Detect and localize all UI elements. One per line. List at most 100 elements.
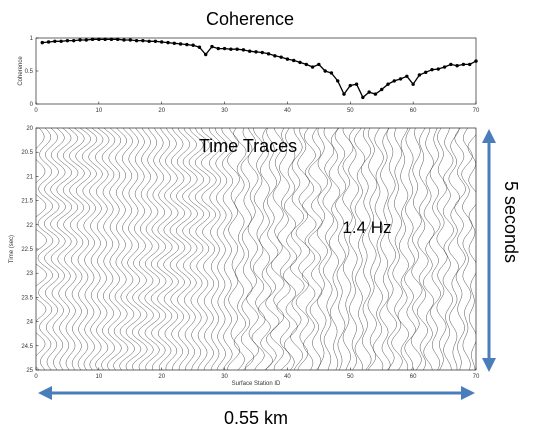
trace-line — [334, 128, 347, 370]
coherence-point — [342, 92, 346, 96]
trace-line — [270, 128, 285, 370]
trace-line — [379, 128, 391, 370]
trace-line — [322, 128, 335, 370]
coherence-point — [141, 38, 145, 43]
trace-line — [276, 128, 291, 370]
coherence-point — [210, 44, 214, 49]
trace-line — [101, 128, 116, 370]
trace-line — [157, 128, 173, 370]
coherence-y-axis-label: Coherence — [18, 56, 24, 86]
coherence-point — [166, 40, 170, 45]
coherence-point — [304, 62, 308, 67]
coherence-point — [84, 38, 88, 42]
trace-line — [410, 128, 423, 370]
traces-x-tick-label: 40 — [284, 374, 291, 380]
coherence-point — [468, 62, 472, 67]
trace-line — [209, 128, 222, 370]
coherence-point — [317, 62, 321, 67]
coherence-point — [90, 37, 95, 42]
trace-line — [360, 128, 372, 370]
frequency-label: 1.4 Hz — [342, 218, 391, 237]
trace-line — [176, 128, 192, 370]
coherence-point — [72, 38, 76, 43]
coherence-point — [336, 79, 340, 83]
trace-line — [50, 128, 66, 370]
trace-line — [56, 128, 72, 370]
trace-line — [169, 128, 186, 370]
coherence-x-tick-label: 40 — [284, 108, 291, 114]
coherence-point — [134, 38, 139, 43]
trace-line — [265, 128, 280, 370]
time-traces-panel: 0 10 20 30 40 50 60 70 20 20.5 21 21.5 22 22.5 23 23.5 2… — [9, 126, 480, 387]
trace-line — [429, 128, 441, 370]
trace-line — [138, 128, 154, 370]
coherence-point — [411, 82, 415, 86]
coherence-point — [128, 38, 132, 42]
traces-x-tick-label: 70 — [473, 374, 480, 380]
coherence-x-tick-label: 70 — [473, 108, 480, 114]
time-span-arrow-head-bottom — [482, 358, 496, 372]
trace-line — [62, 128, 79, 370]
trace-line — [372, 128, 384, 370]
coherence-point — [424, 70, 428, 75]
coherence-point — [116, 37, 120, 42]
coherence-point — [241, 48, 246, 52]
coherence-point — [59, 39, 63, 43]
trace-line — [233, 128, 247, 370]
coherence-point — [417, 73, 422, 77]
coherence-y-tick-label: 1 — [30, 36, 34, 42]
coherence-point — [367, 90, 371, 94]
traces-group — [36, 128, 476, 370]
coherence-point — [361, 95, 365, 100]
trace-line — [467, 134, 476, 370]
coherence-point — [172, 41, 176, 45]
coherence-point — [78, 38, 82, 42]
coherence-y-tick-label: 0 — [30, 102, 34, 108]
coherence-point — [97, 37, 101, 42]
coherence-point — [248, 49, 252, 53]
trace-line — [194, 128, 211, 370]
trace-line — [75, 128, 91, 370]
trace-line — [251, 128, 266, 370]
trace-line — [367, 128, 378, 370]
scale-arrows — [38, 129, 496, 400]
trace-line — [342, 128, 354, 370]
trace-line — [295, 128, 311, 370]
trace-line — [182, 128, 198, 370]
coherence-point — [260, 50, 264, 55]
coherence-point — [103, 37, 107, 42]
traces-y-tick-label: 22 — [26, 223, 33, 229]
trace-line — [404, 128, 416, 370]
coherence-plot-frame — [35, 37, 477, 105]
coherence-point — [229, 47, 233, 51]
coherence-point — [65, 38, 70, 43]
trace-line — [290, 128, 305, 370]
coherence-point — [147, 39, 151, 43]
traces-y-tick-label: 23 — [26, 271, 33, 277]
trace-line — [386, 128, 397, 370]
coherence-x-tick-label: 20 — [158, 108, 165, 114]
coherence-point — [197, 45, 202, 49]
traces-title: Time Traces — [199, 136, 297, 156]
traces-y-tick-label: 24 — [26, 320, 33, 326]
coherence-point — [160, 40, 164, 44]
coherence-y-tick-label: 0.5 — [25, 69, 34, 75]
distance-arrow-head-left — [38, 386, 52, 400]
coherence-point — [191, 43, 195, 47]
trace-line — [422, 128, 435, 370]
trace-line — [150, 128, 167, 370]
trace-line — [144, 128, 160, 370]
coherence-line — [42, 38, 477, 99]
traces-y-tick-label: 20 — [26, 126, 33, 132]
coherence-x-tick-label: 60 — [410, 108, 417, 114]
trace-line — [308, 128, 323, 370]
trace-line — [188, 128, 204, 370]
traces-x-tick-label: 60 — [410, 374, 417, 380]
time-span-label: 5 seconds — [501, 181, 521, 263]
traces-x-tick-label: 50 — [347, 374, 354, 380]
trace-line — [95, 128, 110, 370]
traces-plot-frame — [35, 127, 477, 371]
trace-line — [283, 128, 298, 370]
trace-line — [328, 128, 341, 370]
coherence-point — [273, 54, 277, 58]
